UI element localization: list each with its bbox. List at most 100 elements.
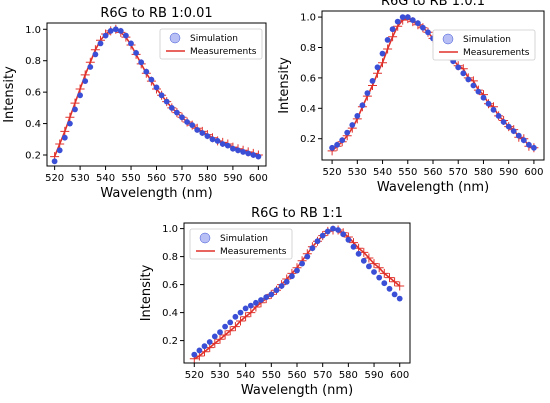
simulation-point xyxy=(374,64,381,71)
measurement-point xyxy=(373,68,382,78)
measurement-point xyxy=(70,98,80,108)
simulation-point xyxy=(158,92,165,99)
chart-title: R6G to RB 1:1 xyxy=(251,206,343,221)
simulation-point xyxy=(232,313,239,320)
y-tick-label: 0.4 xyxy=(300,104,316,115)
measurement-point xyxy=(75,84,85,94)
simulation-point xyxy=(56,147,63,154)
legend: Simulation Measurements xyxy=(159,28,263,60)
x-tick-label: 520 xyxy=(185,370,204,381)
x-tick-label: 520 xyxy=(323,167,342,178)
simulation-point xyxy=(495,113,502,119)
legend: Simulation Measurements xyxy=(189,228,293,260)
simulation-point xyxy=(51,158,58,165)
simulation-point xyxy=(133,50,140,56)
simulation-point xyxy=(391,291,398,298)
measurement-point xyxy=(390,277,400,287)
simulation-point xyxy=(485,100,492,107)
x-tick-label: 540 xyxy=(373,167,392,178)
simulation-point xyxy=(189,122,196,128)
legend-measurement-label: Measurements xyxy=(463,48,530,58)
legend-simulation-label: Simulation xyxy=(463,35,511,45)
x-tick-label: 540 xyxy=(96,173,115,184)
simulation-point xyxy=(82,78,89,84)
simulation-point xyxy=(143,68,150,75)
y-axis-label: Intensity xyxy=(277,57,292,114)
simulation-point xyxy=(376,274,383,281)
simulation-point xyxy=(420,24,426,31)
measurement-point xyxy=(374,263,384,273)
simulation-point xyxy=(240,149,247,155)
simulation-point xyxy=(354,113,361,119)
x-tick-label: 520 xyxy=(45,173,64,184)
simulation-point xyxy=(179,114,185,121)
y-tick-label: 0.2 xyxy=(25,151,41,162)
simulation-point xyxy=(304,253,311,260)
simulation-point xyxy=(206,339,213,345)
measurement-point xyxy=(364,253,374,263)
legend-measurement-label: Measurements xyxy=(220,247,287,257)
measurement-point xyxy=(388,32,398,42)
simulation-point xyxy=(168,105,175,111)
x-tick-label: 540 xyxy=(236,370,255,381)
simulation-point xyxy=(242,305,249,312)
y-tick-label: 1.0 xyxy=(300,13,316,24)
simulation-point xyxy=(219,141,226,147)
x-tick-label: 530 xyxy=(71,173,90,184)
simulation-point xyxy=(381,280,388,287)
simulation-point xyxy=(87,64,94,70)
simulation-point xyxy=(123,32,129,39)
measurement-point xyxy=(369,259,379,269)
chart-title: R6G to RB 1:0.1 xyxy=(381,0,485,9)
simulation-point xyxy=(520,137,527,144)
simulation-point xyxy=(359,102,366,109)
simulation-point xyxy=(194,126,201,133)
y-tick-label: 0.2 xyxy=(300,134,316,145)
simulation-point xyxy=(355,250,362,257)
simulation-point xyxy=(369,78,376,84)
simulation-point xyxy=(396,295,403,302)
simulation-point xyxy=(299,260,305,267)
y-tick-label: 0.8 xyxy=(25,56,41,67)
simulation-point xyxy=(184,119,191,125)
simulation-point xyxy=(138,59,145,66)
measurement-point xyxy=(246,308,256,318)
simulation-point xyxy=(247,302,254,309)
x-tick-label: 570 xyxy=(313,370,332,381)
measurement-point xyxy=(241,312,251,322)
measurement-point xyxy=(230,322,240,332)
measurement-point xyxy=(65,112,75,122)
x-tick-label: 590 xyxy=(364,370,383,381)
simulation-point xyxy=(107,28,114,34)
simulation-point xyxy=(204,133,211,140)
measurement-point xyxy=(379,268,389,278)
measurement-point xyxy=(395,281,405,291)
simulation-point xyxy=(526,141,532,148)
legend: Simulation Measurements xyxy=(432,29,536,61)
simulation-point xyxy=(409,17,416,23)
x-tick-label: 550 xyxy=(398,167,417,178)
x-axis-label: Wavelength (nm) xyxy=(377,180,489,195)
simulation-point xyxy=(330,225,336,232)
simulation-point xyxy=(319,232,326,239)
x-tick-label: 570 xyxy=(172,173,191,184)
simulation-point xyxy=(314,238,321,245)
simulation-point xyxy=(366,263,372,270)
simulation-point xyxy=(340,231,347,238)
simulation-point xyxy=(349,122,356,128)
y-tick-label: 1.0 xyxy=(162,224,178,235)
simulation-point xyxy=(199,130,206,136)
measurement-point xyxy=(236,316,245,326)
simulation-point xyxy=(480,94,487,101)
chart-panel-2: R6G to RB 1:0.1 520 530 540 550 560 570 580 590 6… xyxy=(277,0,545,195)
simulation-point xyxy=(415,20,421,27)
legend-simulation-marker xyxy=(199,232,211,244)
simulation-point xyxy=(465,76,472,83)
measurement-point xyxy=(80,70,90,80)
simulation-point xyxy=(324,228,331,235)
simulation-point xyxy=(250,152,257,158)
simulation-point xyxy=(67,120,73,127)
simulation-point xyxy=(148,76,155,83)
simulation-point xyxy=(222,323,229,330)
simulation-point xyxy=(510,128,517,135)
